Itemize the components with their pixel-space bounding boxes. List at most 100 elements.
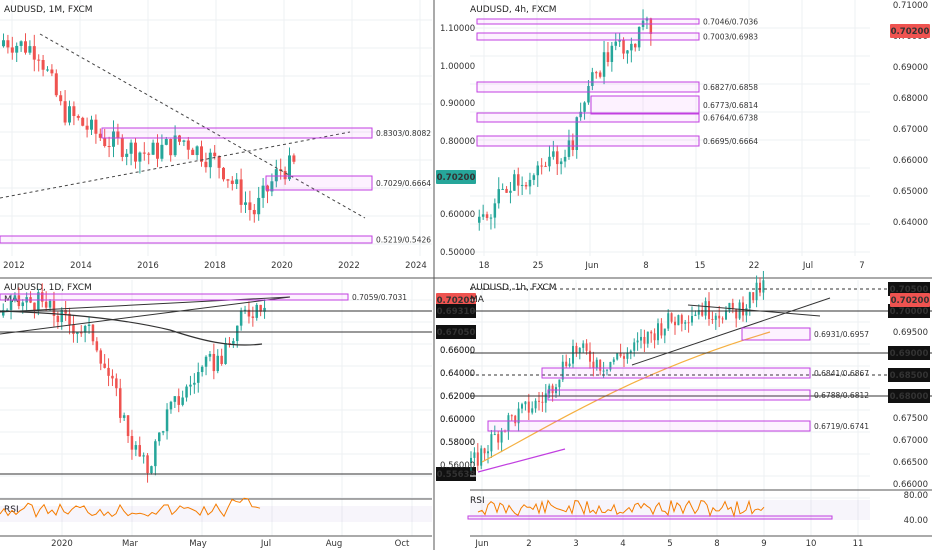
candle-body bbox=[46, 69, 49, 71]
x-tick: 22 bbox=[749, 261, 760, 271]
candle-body bbox=[130, 436, 134, 450]
candle-body bbox=[165, 409, 169, 432]
candle-body bbox=[633, 342, 636, 351]
candle-body bbox=[252, 209, 256, 215]
candle-body bbox=[161, 431, 165, 433]
candle-body bbox=[540, 165, 543, 167]
candle-body bbox=[99, 350, 102, 364]
candle-body bbox=[28, 46, 32, 53]
candle-body bbox=[270, 181, 274, 192]
candle-body bbox=[119, 388, 122, 418]
candle-body bbox=[721, 318, 724, 320]
zone-1h-3 bbox=[487, 420, 811, 432]
candle-body bbox=[32, 46, 36, 60]
candle-body bbox=[485, 214, 489, 218]
y-tick: 0.58000 bbox=[440, 438, 475, 448]
candle-body bbox=[509, 190, 512, 193]
candle-body bbox=[528, 179, 532, 187]
candle-body bbox=[514, 415, 517, 424]
y-tick-right: 0.64000 bbox=[893, 218, 928, 228]
rsi-tick: 40.00 bbox=[904, 516, 928, 526]
candle-body bbox=[612, 359, 615, 362]
candle-body bbox=[483, 448, 486, 454]
candle-body bbox=[640, 336, 642, 341]
y-tick-right: 0.66000 bbox=[893, 480, 928, 490]
candle-body bbox=[236, 325, 239, 342]
candle-body bbox=[544, 393, 547, 403]
x-tick: Jun bbox=[474, 539, 488, 549]
candle-body bbox=[582, 343, 585, 348]
candle-body bbox=[226, 179, 230, 181]
candle-body bbox=[15, 45, 19, 53]
candle-body bbox=[111, 375, 114, 379]
candle-body bbox=[674, 321, 676, 326]
candle-body bbox=[728, 302, 731, 311]
candle-body bbox=[481, 214, 485, 217]
candle-body bbox=[224, 343, 227, 364]
candle-body bbox=[497, 434, 500, 443]
zone-4h-1 bbox=[476, 32, 700, 41]
candle-body bbox=[126, 415, 130, 437]
candle-body bbox=[208, 353, 212, 357]
candle-body bbox=[19, 41, 23, 46]
candle-body bbox=[41, 292, 44, 302]
candle-body bbox=[151, 142, 155, 155]
y-tick-right: 0.69500 bbox=[893, 328, 928, 338]
y-tick-left: 0.66000 bbox=[440, 346, 475, 356]
candle-body bbox=[517, 174, 520, 186]
candle-body bbox=[711, 318, 714, 320]
x-tick: Aug bbox=[326, 539, 343, 549]
candle-body bbox=[670, 313, 673, 322]
panel-1d-title: AUDUSD, 1D, FXCM bbox=[4, 283, 92, 293]
candle-body bbox=[134, 142, 137, 162]
candle-body bbox=[650, 331, 653, 334]
panel-1m-price-tag: 0.70200 bbox=[437, 173, 476, 183]
panel-1h-title: AUDUSD, 1h, FXCM bbox=[470, 283, 557, 293]
candle-body bbox=[520, 184, 524, 186]
candle-body bbox=[725, 310, 727, 320]
candle-body bbox=[189, 384, 192, 387]
candle-body bbox=[204, 356, 208, 367]
candle-body bbox=[623, 356, 625, 359]
x-tick: 11 bbox=[853, 539, 864, 549]
candle-body bbox=[41, 60, 45, 70]
candle-body bbox=[691, 316, 693, 323]
candle-body bbox=[173, 135, 177, 156]
candle-body bbox=[630, 43, 633, 51]
zone-1h-rsi bbox=[467, 515, 833, 520]
y-tick-left: 0.50000 bbox=[440, 248, 475, 258]
x-tick: Mar bbox=[122, 539, 139, 549]
candle-body bbox=[72, 324, 75, 334]
candle-body bbox=[480, 448, 483, 466]
candle-body bbox=[138, 152, 142, 162]
candle-body bbox=[476, 452, 479, 466]
x-tick: 8 bbox=[714, 539, 719, 549]
x-tick: 7 bbox=[859, 261, 864, 271]
y-tick-right: 0.67000 bbox=[893, 436, 928, 446]
candle-body bbox=[742, 302, 744, 316]
candle-body bbox=[195, 146, 199, 156]
candle-body bbox=[177, 396, 180, 405]
zone-4h-3 bbox=[590, 95, 700, 115]
zone-4h-2 bbox=[476, 81, 700, 93]
candle-body bbox=[156, 142, 159, 159]
panel-1d-rsi-label: RSI bbox=[4, 505, 19, 515]
y-tick-left: 0.56000 bbox=[440, 461, 475, 471]
candle-body bbox=[21, 302, 24, 307]
zone-4h-4 bbox=[476, 112, 700, 123]
candle-body bbox=[634, 43, 637, 48]
candle-body bbox=[643, 336, 646, 344]
candle-body bbox=[129, 142, 133, 154]
x-tick: 3 bbox=[573, 539, 578, 549]
x-tick: 2016 bbox=[137, 261, 159, 271]
panel-1d-price-tag: 0.70200 bbox=[437, 296, 476, 306]
y-tick-right: 0.69000 bbox=[893, 63, 928, 73]
candle-body bbox=[146, 455, 149, 474]
candle-body bbox=[6, 40, 10, 48]
y-tick-left: 0.62000 bbox=[440, 392, 475, 402]
y-tick-left: 1.00000 bbox=[440, 62, 475, 72]
moving-average-line bbox=[0, 310, 263, 346]
y-tick-right: 0.66500 bbox=[893, 458, 928, 468]
zone-1h-2 bbox=[547, 389, 811, 401]
y-tick-right: 0.65000 bbox=[893, 187, 928, 197]
